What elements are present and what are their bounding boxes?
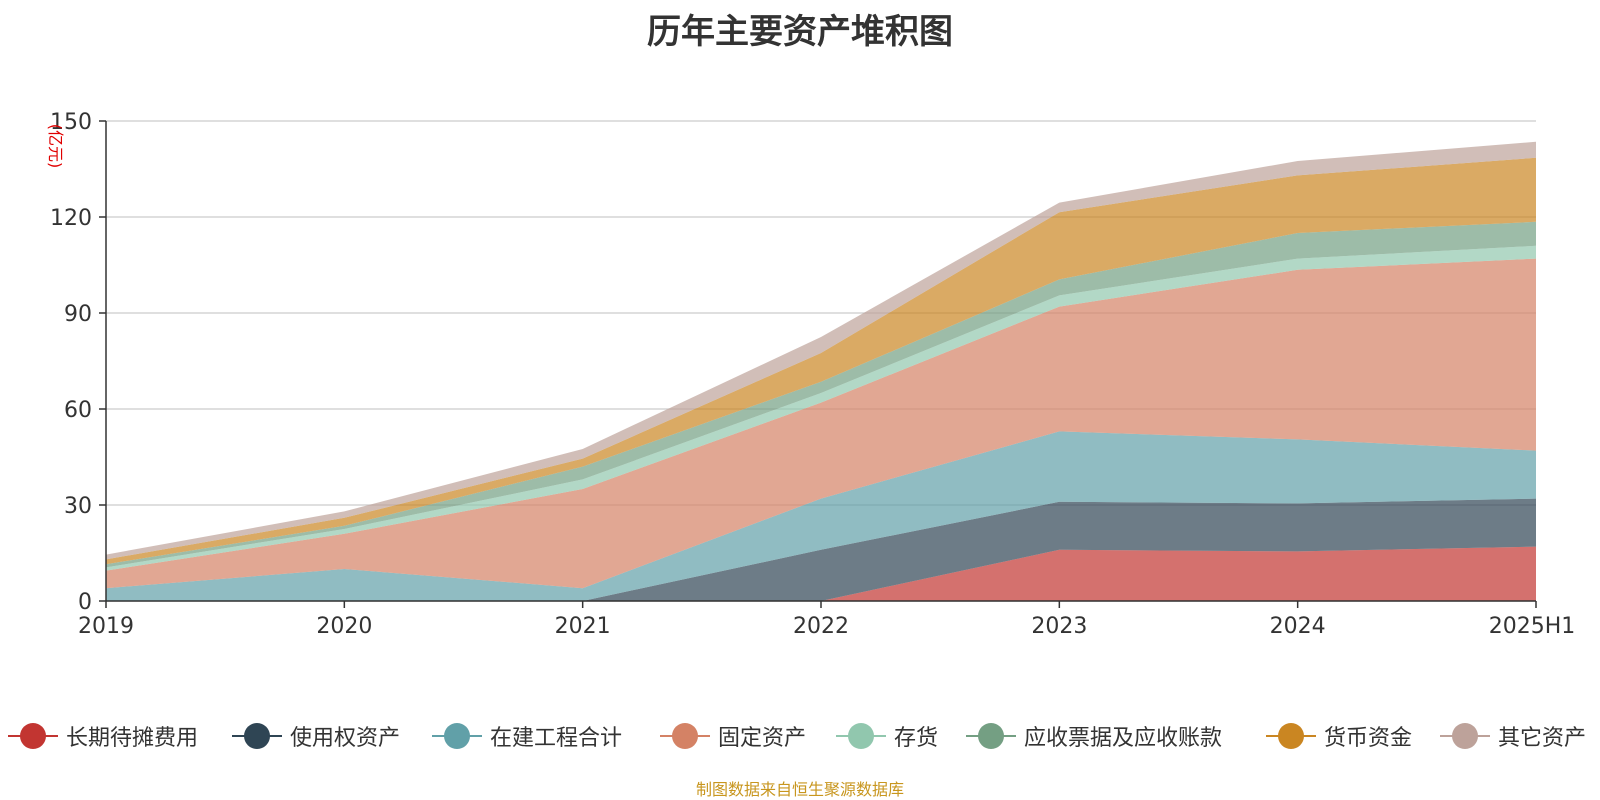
legend-marker-icon — [432, 716, 482, 756]
legend-item-0[interactable]: 长期待摊费用 — [8, 716, 198, 756]
y-axis-unit-label: (亿元) — [46, 124, 65, 169]
y-tick-label-5: 150 — [50, 110, 92, 135]
y-tick-label-1: 30 — [64, 494, 92, 519]
legend-marker-icon — [232, 716, 282, 756]
legend-label: 其它资产 — [1498, 726, 1587, 751]
legend-label: 使用权资产 — [290, 726, 401, 751]
x-tick-label-0: 2019 — [78, 614, 134, 639]
legend-item-5[interactable]: 应收票据及应收账款 — [966, 716, 1222, 756]
legend-label: 应收票据及应收账款 — [1024, 726, 1223, 751]
legend-label: 存货 — [894, 726, 939, 751]
legend-marker-icon — [1266, 716, 1316, 756]
legend-marker-icon — [836, 716, 886, 756]
legend-label: 货币资金 — [1324, 726, 1413, 751]
legend-item-4[interactable]: 存货 — [836, 716, 938, 756]
x-tick-label-1: 2020 — [316, 614, 372, 639]
area-series-group — [106, 141, 1536, 601]
legend-item-1[interactable]: 使用权资产 — [232, 716, 400, 756]
legend-marker-icon — [8, 716, 58, 756]
legend-marker-icon — [660, 716, 710, 756]
area-series-6[interactable] — [106, 157, 1536, 565]
chart-title: 历年主要资产堆积图 — [647, 12, 953, 52]
legend-label: 在建工程合计 — [490, 726, 623, 751]
y-tick-label-4: 120 — [50, 206, 92, 231]
chart-legend: 长期待摊费用 使用权资产 在建工程合计 固定资产 存货 应收票据及应收账款 货币资金 其它资产 — [0, 716, 1600, 756]
area-series-7[interactable] — [106, 141, 1536, 560]
y-tick-label-0: 0 — [78, 590, 92, 615]
legend-label: 长期待摊费用 — [66, 726, 199, 751]
area-series-0[interactable] — [106, 546, 1536, 601]
legend-marker-icon — [1440, 716, 1490, 756]
x-tick-label-2: 2021 — [555, 614, 611, 639]
legend-item-3[interactable]: 固定资产 — [660, 716, 806, 756]
axes: 0 30 60 90 120 150 2019 2020 2021 2022 2023 2024 202… — [50, 110, 1575, 639]
y-tick-label-3: 90 — [64, 302, 92, 327]
x-tick-label-5: 2024 — [1270, 614, 1326, 639]
legend-label: 固定资产 — [718, 726, 807, 751]
y-tick-label-2: 60 — [64, 398, 92, 423]
legend-marker-icon — [966, 716, 1016, 756]
data-source-note: 制图数据来自恒生聚源数据库 — [695, 780, 904, 799]
area-series-3[interactable] — [106, 258, 1536, 589]
legend-item-2[interactable]: 在建工程合计 — [432, 716, 622, 756]
legend-item-6[interactable]: 货币资金 — [1266, 716, 1412, 756]
x-tick-label-4: 2023 — [1031, 614, 1087, 639]
legend-item-7[interactable]: 其它资产 — [1440, 716, 1586, 756]
x-tick-label-3: 2022 — [793, 614, 849, 639]
area-series-2[interactable] — [106, 431, 1536, 601]
x-tick-label-6: 2025H1 — [1489, 614, 1576, 639]
